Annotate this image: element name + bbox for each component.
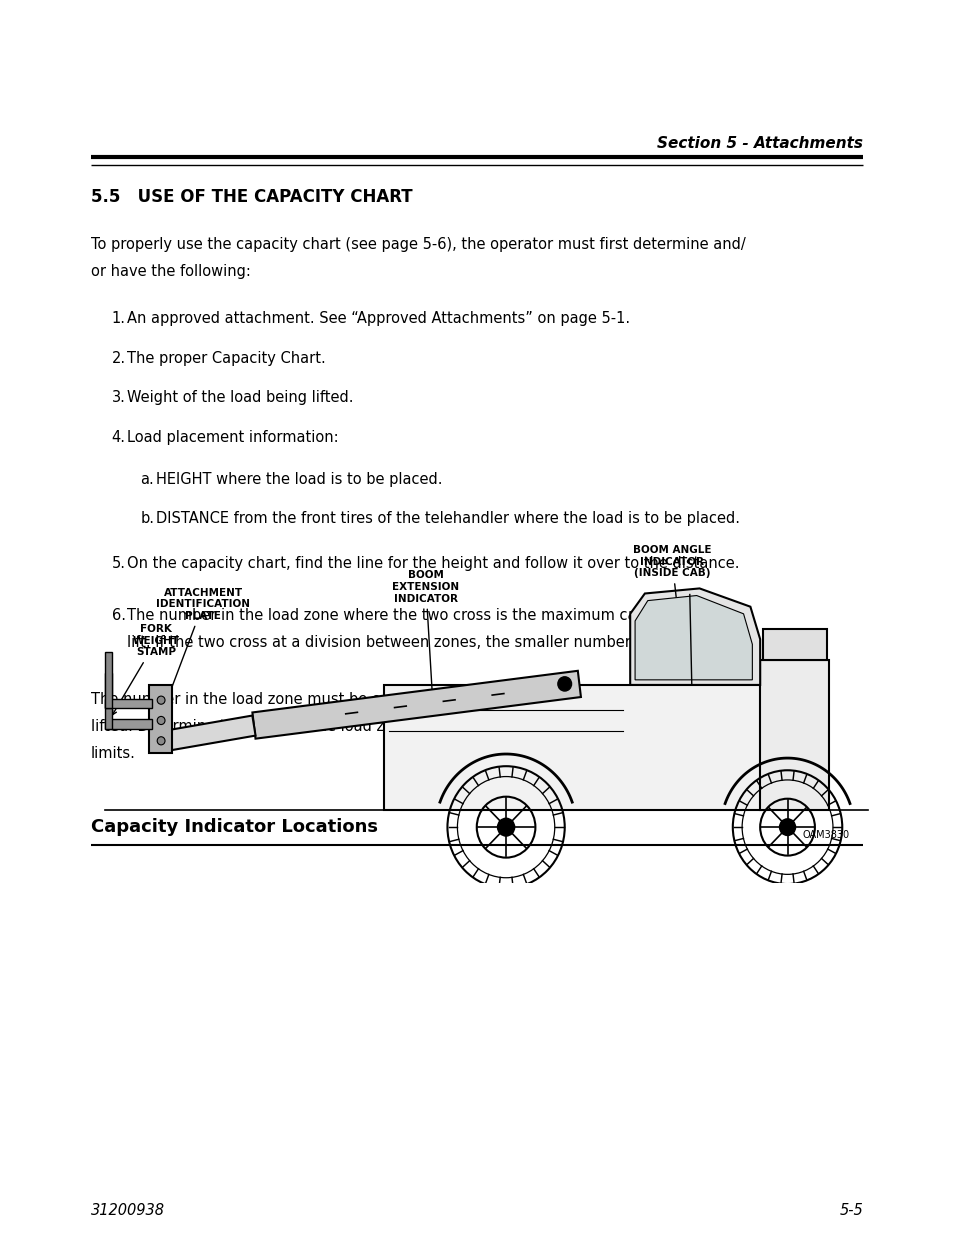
Text: limits.: limits. [91, 746, 135, 761]
Text: lifted. Determine the limits of the load zone on the capacity chart and keep wit: lifted. Determine the limits of the load… [91, 719, 739, 734]
Polygon shape [164, 715, 255, 751]
Text: To properly use the capacity chart (see page 5-6), the operator must first deter: To properly use the capacity chart (see … [91, 237, 744, 252]
Text: 31200938: 31200938 [91, 1203, 165, 1218]
Circle shape [157, 737, 165, 745]
Text: The proper Capacity Chart.: The proper Capacity Chart. [127, 351, 325, 366]
Text: An approved attachment. See “Approved Attachments” on page 5-1.: An approved attachment. See “Approved At… [127, 311, 629, 326]
Polygon shape [105, 673, 112, 729]
Polygon shape [253, 671, 580, 739]
Polygon shape [383, 685, 764, 810]
Text: OAM3830: OAM3830 [801, 830, 848, 840]
Circle shape [157, 697, 165, 704]
Polygon shape [762, 629, 825, 659]
Polygon shape [630, 588, 760, 685]
Text: BOOM ANGLE
INDICATOR
(INSIDE CAB): BOOM ANGLE INDICATOR (INSIDE CAB) [632, 545, 711, 645]
Text: The number in the load zone must be equal to or greater than the weight of the l: The number in the load zone must be equa… [91, 692, 755, 706]
Polygon shape [105, 699, 152, 709]
Text: 6.: 6. [112, 608, 126, 622]
Text: 4.: 4. [112, 430, 126, 445]
Text: BOOM
EXTENSION
INDICATOR: BOOM EXTENSION INDICATOR [392, 571, 459, 698]
Polygon shape [105, 652, 112, 709]
Text: Capacity Indicator Locations: Capacity Indicator Locations [91, 818, 377, 836]
Text: DISTANCE from the front tires of the telehandler where the load is to be placed.: DISTANCE from the front tires of the tel… [155, 511, 739, 526]
Text: 1.: 1. [112, 311, 126, 326]
Polygon shape [150, 685, 172, 753]
Text: On the capacity chart, find the line for the height and follow it over to the di: On the capacity chart, find the line for… [127, 556, 739, 571]
Text: ATTACHMENT
IDENTIFICATION
PLATE: ATTACHMENT IDENTIFICATION PLATE [156, 588, 250, 714]
Text: The number in the load zone where the two cross is the maximum capacity for this: The number in the load zone where the tw… [127, 608, 737, 622]
Text: b.: b. [140, 511, 154, 526]
Polygon shape [760, 659, 828, 810]
Text: FORK
WEIGHT
STAMP: FORK WEIGHT STAMP [112, 625, 179, 715]
Text: a.: a. [140, 472, 153, 487]
Text: 5.5   USE OF THE CAPACITY CHART: 5.5 USE OF THE CAPACITY CHART [91, 188, 412, 206]
Text: 2.: 2. [112, 351, 126, 366]
Text: 5-5: 5-5 [839, 1203, 862, 1218]
Text: Section 5 - Attachments: Section 5 - Attachments [657, 136, 862, 151]
Circle shape [558, 677, 571, 692]
Polygon shape [105, 720, 152, 729]
Text: or have the following:: or have the following: [91, 264, 251, 279]
Circle shape [497, 819, 514, 836]
Text: 5.: 5. [112, 556, 126, 571]
Circle shape [779, 819, 795, 835]
Text: HEIGHT where the load is to be placed.: HEIGHT where the load is to be placed. [155, 472, 441, 487]
Circle shape [157, 716, 165, 725]
Polygon shape [635, 595, 752, 679]
Text: lift. If the two cross at a division between zones, the smaller number must be u: lift. If the two cross at a division bet… [127, 635, 740, 650]
Text: 3.: 3. [112, 390, 126, 405]
Text: Weight of the load being lifted.: Weight of the load being lifted. [127, 390, 353, 405]
Text: Load placement information:: Load placement information: [127, 430, 338, 445]
